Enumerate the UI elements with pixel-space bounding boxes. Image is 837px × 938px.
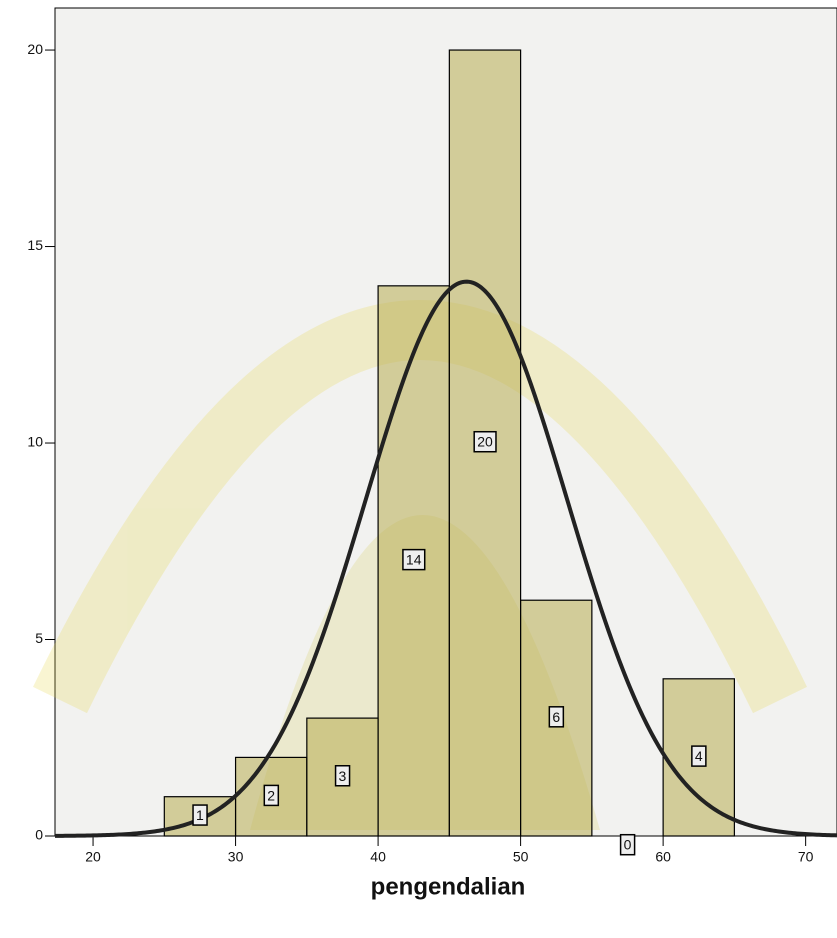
value-label-box xyxy=(691,745,707,767)
value-label-box xyxy=(192,804,208,826)
y-tick-label: 10 xyxy=(27,434,43,450)
x-axis-title: pengendalian xyxy=(371,873,526,900)
value-label-box xyxy=(473,430,497,453)
y-tick-label: 0 xyxy=(35,827,43,843)
value-label: 0 xyxy=(624,837,632,853)
value-label: 20 xyxy=(477,434,493,450)
x-tick-label: 70 xyxy=(798,849,814,865)
x-tick-label: 20 xyxy=(85,849,101,865)
x-tick-label: 30 xyxy=(228,849,244,865)
value-label: 6 xyxy=(552,709,560,725)
y-tick-label: 15 xyxy=(27,237,43,253)
value-label: 1 xyxy=(196,807,204,823)
value-label-box xyxy=(334,765,351,787)
x-tick-label: 60 xyxy=(655,849,671,865)
value-label: 4 xyxy=(695,748,703,764)
value-label-box xyxy=(402,548,426,571)
normal-curve xyxy=(54,279,837,838)
x-tick-label: 50 xyxy=(513,849,529,865)
value-label: 3 xyxy=(339,768,347,784)
value-label-box xyxy=(619,833,636,856)
value-label-box xyxy=(263,784,280,807)
value-label: 2 xyxy=(267,787,275,803)
x-tick-label: 40 xyxy=(370,849,386,865)
value-label: 14 xyxy=(406,552,422,568)
value-label-box xyxy=(548,706,565,728)
y-tick-label: 5 xyxy=(35,630,43,646)
y-tick-label: 20 xyxy=(27,41,43,57)
